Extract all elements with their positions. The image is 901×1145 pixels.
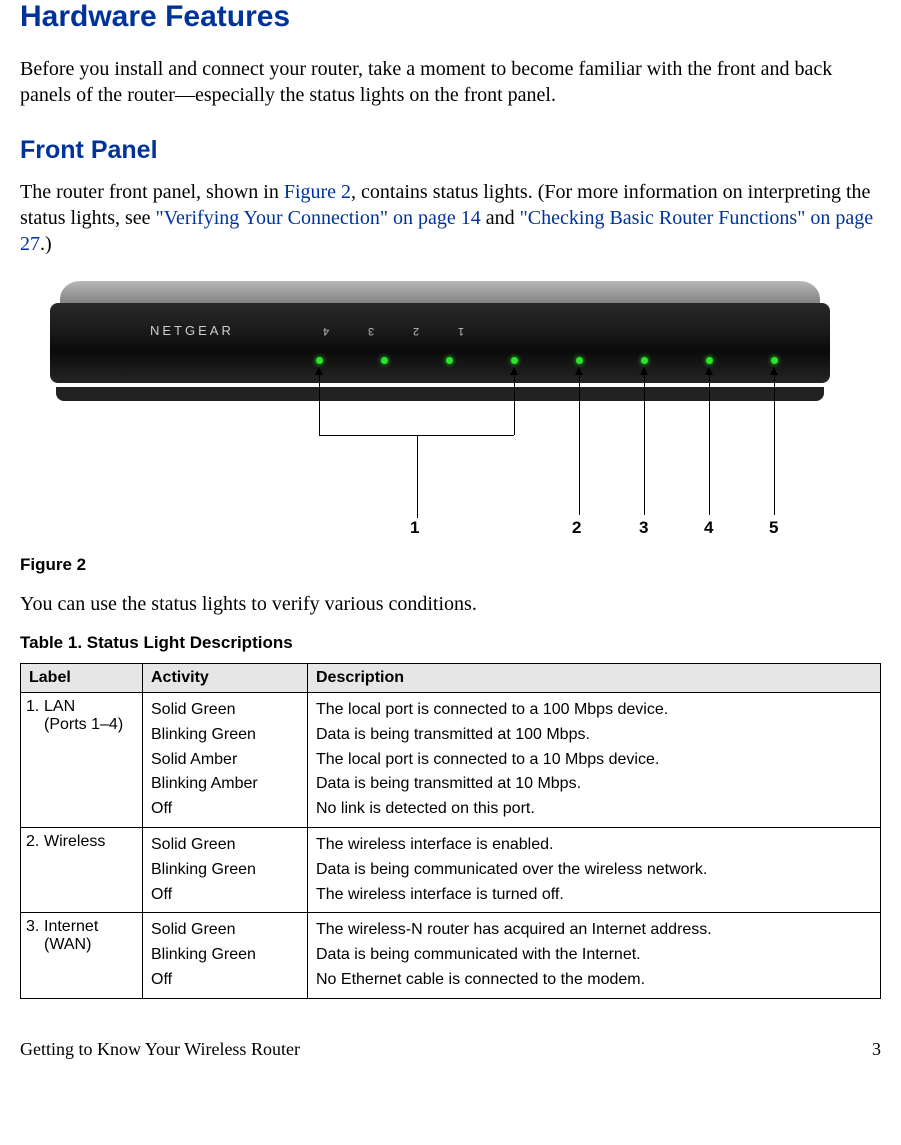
heading-front-panel: Front Panel <box>20 136 881 165</box>
page-footer: Getting to Know Your Wireless Router 3 <box>20 1039 881 1070</box>
table-header-description: Description <box>308 664 881 693</box>
footer-page-number: 3 <box>872 1039 881 1060</box>
table-cell-activity: Solid GreenBlinking GreenOff <box>143 913 308 998</box>
status-lights-paragraph: You can use the status lights to verify … <box>20 591 881 617</box>
callout-label-1: 1 <box>410 518 419 538</box>
router-image: NETGEAR 4 3 2 1 <box>50 281 830 401</box>
router-leds <box>316 357 778 364</box>
table-row: 2.WirelessSolid GreenBlinking GreenOffTh… <box>21 827 881 912</box>
figure-callouts: 1 2 3 4 5 <box>50 405 850 535</box>
front-panel-paragraph: The router front panel, shown in Figure … <box>20 179 881 257</box>
footer-section-title: Getting to Know Your Wireless Router <box>20 1039 300 1060</box>
link-figure-2[interactable]: Figure 2 <box>284 181 351 203</box>
table-header-label: Label <box>21 664 143 693</box>
intro-paragraph: Before you install and connect your rout… <box>20 56 881 108</box>
callout-label-3: 3 <box>639 518 648 538</box>
text-fragment: .) <box>40 233 52 255</box>
status-light-table: Label Activity Description 1.LAN(Ports 1… <box>20 663 881 999</box>
callout-label-2: 2 <box>572 518 581 538</box>
heading-hardware-features: Hardware Features <box>20 0 881 34</box>
table-cell-description: The wireless interface is enabled.Data i… <box>308 827 881 912</box>
figure-2-router: NETGEAR 4 3 2 1 1 2 3 4 5 <box>50 281 850 535</box>
table-cell-description: The local port is connected to a 100 Mbp… <box>308 693 881 828</box>
table-caption: Table 1. Status Light Descriptions <box>20 633 881 653</box>
callout-label-5: 5 <box>769 518 778 538</box>
link-verifying-connection[interactable]: "Verifying Your Connection" on page 14 <box>156 207 481 229</box>
table-header-activity: Activity <box>143 664 308 693</box>
text-fragment: The router front panel, shown in <box>20 181 284 203</box>
callout-label-4: 4 <box>704 518 713 538</box>
table-cell-label: 1.LAN(Ports 1–4) <box>21 693 143 828</box>
table-row: 3.Internet(WAN)Solid GreenBlinking Green… <box>21 913 881 998</box>
table-cell-label: 2.Wireless <box>21 827 143 912</box>
table-cell-activity: Solid GreenBlinking GreenSolid AmberBlin… <box>143 693 308 828</box>
table-cell-activity: Solid GreenBlinking GreenOff <box>143 827 308 912</box>
table-cell-description: The wireless-N router has acquired an In… <box>308 913 881 998</box>
router-brand-label: NETGEAR <box>150 323 234 338</box>
table-cell-label: 3.Internet(WAN) <box>21 913 143 998</box>
figure-caption: Figure 2 <box>20 555 881 575</box>
table-row: 1.LAN(Ports 1–4)Solid GreenBlinking Gree… <box>21 693 881 828</box>
text-fragment: and <box>481 207 520 229</box>
